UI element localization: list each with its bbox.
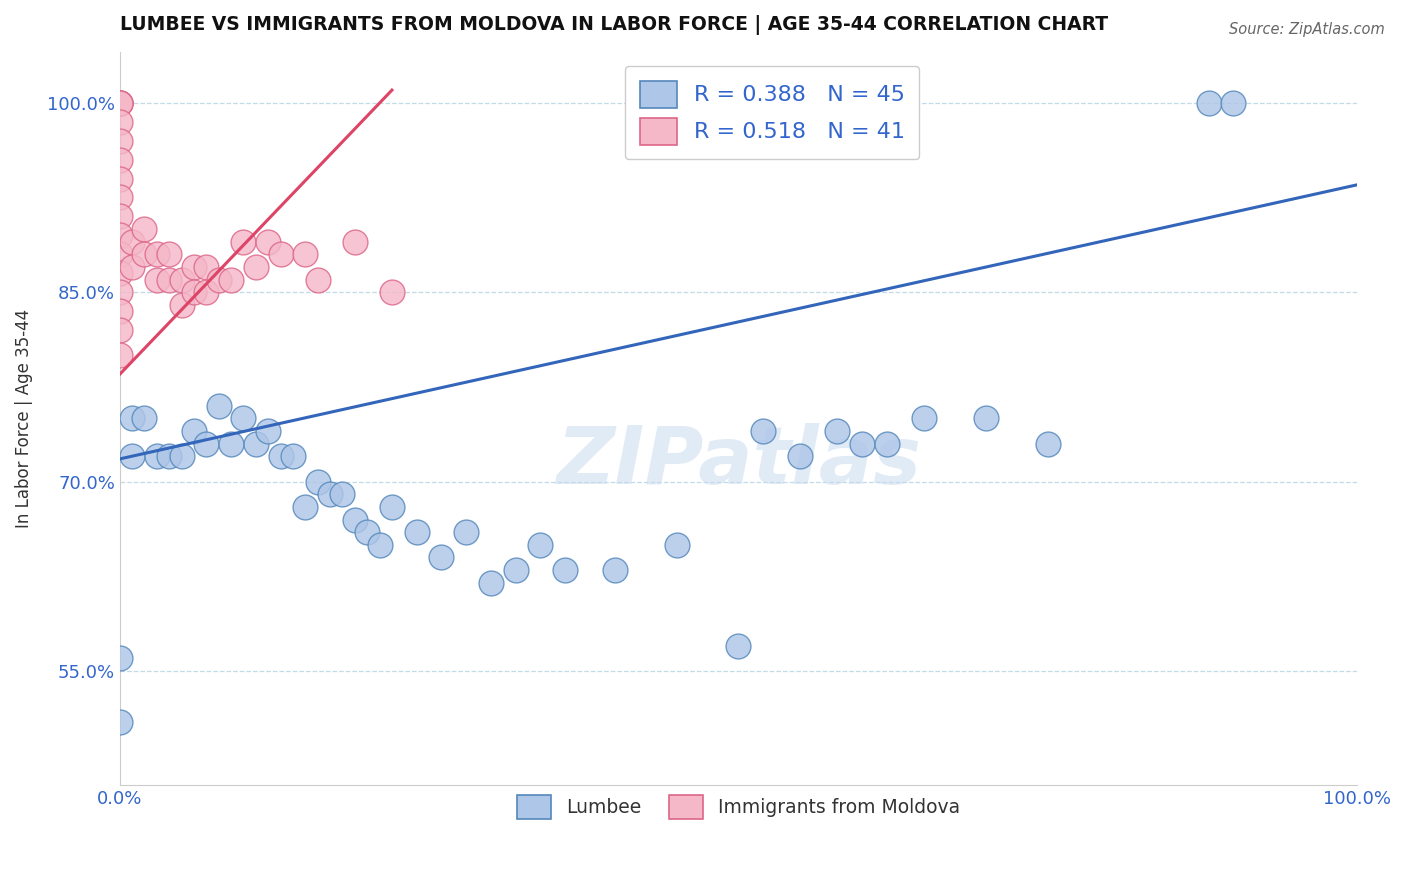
Point (974, 411, 997, 425)
Point (108, 266, 131, 280)
Point (108, 247, 131, 261)
Point (294, 247, 316, 261)
Point (232, 235, 254, 249)
Text: Source: ZipAtlas.com: Source: ZipAtlas.com (1229, 22, 1385, 37)
Point (108, 228, 131, 243)
Point (456, 525, 478, 540)
Point (912, 411, 935, 425)
Point (134, 222, 156, 236)
Point (270, 247, 292, 261)
Point (319, 487, 342, 501)
Point (121, 450, 143, 464)
Point (195, 436, 218, 450)
Text: ZIPatlas: ZIPatlas (555, 424, 921, 501)
Point (134, 247, 156, 261)
Point (876, 436, 898, 450)
Point (121, 235, 143, 249)
Point (1198, 95, 1220, 110)
Point (381, 285, 404, 300)
Point (157, 272, 180, 286)
Point (170, 450, 193, 464)
Point (356, 525, 378, 540)
Point (108, 171, 131, 186)
Point (307, 475, 329, 489)
Legend: Lumbee, Immigrants from Moldova: Lumbee, Immigrants from Moldova (509, 788, 967, 827)
Point (108, 651, 131, 665)
Point (108, 323, 131, 337)
Point (281, 450, 304, 464)
Point (479, 575, 502, 590)
Point (245, 436, 267, 450)
Point (665, 538, 688, 552)
Point (157, 247, 180, 261)
Point (170, 272, 193, 286)
Point (232, 411, 254, 425)
Point (108, 190, 131, 204)
Point (170, 298, 193, 312)
Point (219, 436, 242, 450)
Point (134, 411, 156, 425)
Point (108, 134, 131, 148)
Point (183, 260, 205, 274)
Point (1222, 95, 1244, 110)
Point (195, 260, 218, 274)
Point (108, 95, 131, 110)
Point (108, 304, 131, 318)
Point (368, 538, 391, 552)
Point (307, 272, 329, 286)
Point (146, 450, 169, 464)
Point (332, 487, 354, 501)
Point (603, 563, 626, 577)
Point (245, 260, 267, 274)
Point (851, 436, 873, 450)
Point (108, 114, 131, 128)
Point (108, 95, 131, 110)
Point (270, 450, 292, 464)
Point (294, 500, 316, 514)
Y-axis label: In Labor Force | Age 35-44: In Labor Force | Age 35-44 (15, 309, 32, 528)
Point (108, 285, 131, 300)
Point (108, 348, 131, 362)
Point (789, 450, 811, 464)
Point (529, 538, 551, 552)
Point (343, 235, 366, 249)
Point (752, 424, 775, 438)
Point (195, 285, 218, 300)
Point (257, 424, 280, 438)
Point (554, 563, 576, 577)
Point (343, 512, 366, 526)
Point (121, 260, 143, 274)
Point (827, 424, 849, 438)
Point (146, 247, 169, 261)
Point (108, 153, 131, 167)
Point (219, 272, 242, 286)
Point (183, 424, 205, 438)
Point (108, 95, 131, 110)
Point (183, 285, 205, 300)
Point (108, 210, 131, 224)
Point (108, 95, 131, 110)
Point (121, 411, 143, 425)
Point (1036, 436, 1059, 450)
Point (727, 639, 749, 653)
Point (208, 272, 231, 286)
Point (430, 550, 453, 565)
Text: LUMBEE VS IMMIGRANTS FROM MOLDOVA IN LABOR FORCE | AGE 35-44 CORRELATION CHART: LUMBEE VS IMMIGRANTS FROM MOLDOVA IN LAB… (120, 15, 1108, 35)
Point (381, 500, 404, 514)
Point (208, 399, 231, 413)
Point (157, 450, 180, 464)
Point (257, 235, 280, 249)
Point (505, 563, 527, 577)
Point (405, 525, 427, 540)
Point (146, 272, 169, 286)
Point (108, 714, 131, 729)
